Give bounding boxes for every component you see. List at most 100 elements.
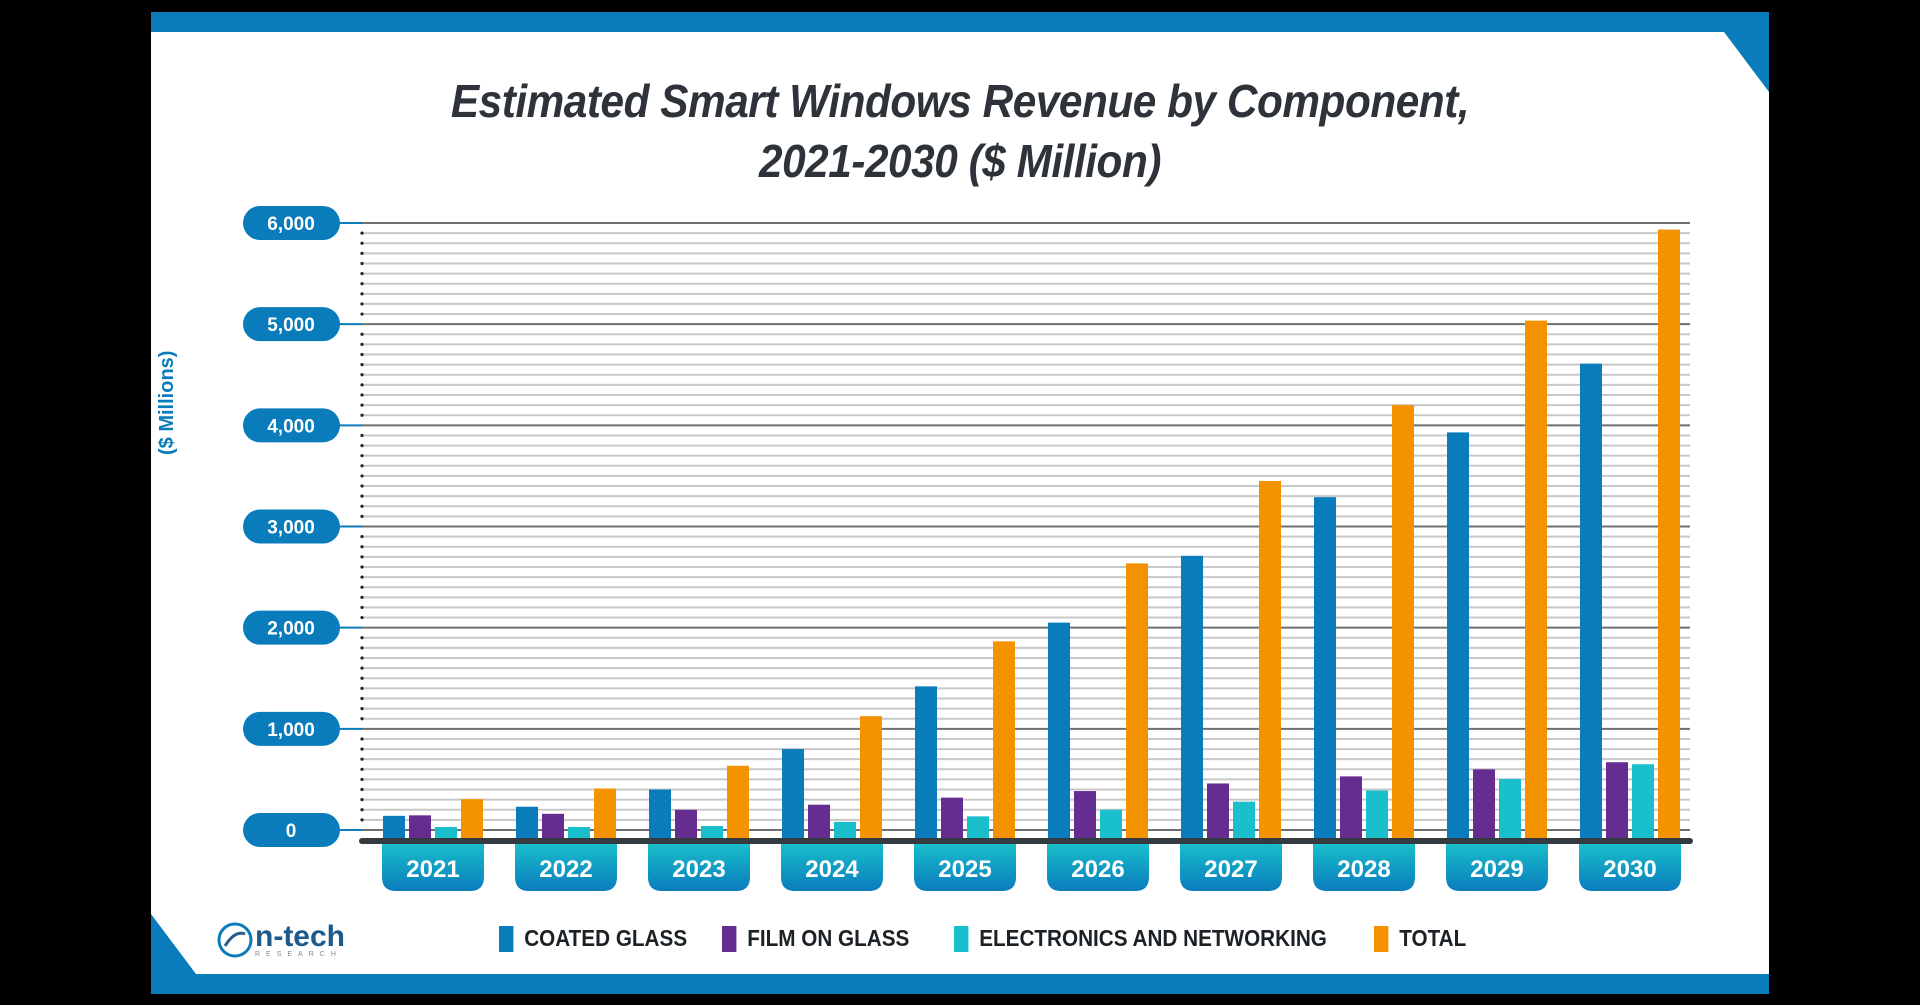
- grid-dot: [360, 352, 364, 357]
- x-tick-tab: [382, 843, 484, 891]
- legend-item-film-on-glass: FILM ON GLASS: [722, 925, 909, 952]
- grid-dot: [360, 464, 364, 468]
- chart-title-line2: 2021-2030 ($ Million): [759, 135, 1161, 187]
- x-tick-tab: [648, 843, 750, 891]
- y-tick-pill: [243, 711, 340, 746]
- chart-title: Estimated Smart Windows Revenue by Compo…: [450, 75, 1470, 127]
- bar-film-on-glass: [1340, 776, 1362, 840]
- x-tick-label: 2028: [1337, 856, 1390, 883]
- x-tick-label: 2021: [406, 856, 459, 883]
- legend-item-total: TOTAL: [1374, 925, 1466, 952]
- bar-coated-glass: [1580, 363, 1602, 840]
- grid-dot: [360, 777, 364, 782]
- x-tick-label: 2027: [1204, 856, 1257, 883]
- grid-dot: [360, 717, 364, 721]
- grid-dot: [360, 393, 364, 397]
- x-tick-tab: [1047, 843, 1149, 891]
- y-tick-label: 3,000: [267, 518, 315, 539]
- grid-dot: [360, 312, 364, 316]
- x-tick-label: 2030: [1603, 856, 1656, 883]
- grid-dot: [360, 231, 364, 235]
- y-tick-pill: [243, 408, 340, 443]
- grid-dot: [360, 413, 364, 417]
- logo-globe-icon: [217, 922, 253, 958]
- x-tick-tab: [1446, 843, 1548, 891]
- grid-dot: [360, 494, 364, 498]
- bar-total: [1259, 480, 1281, 840]
- grid-dot: [360, 767, 364, 771]
- legend-label: FILM ON GLASS: [747, 925, 910, 951]
- bar-electronics-and-networking: [834, 821, 856, 840]
- grid-dot: [360, 565, 364, 569]
- grid-dot: [360, 787, 364, 792]
- bar-film-on-glass: [675, 809, 697, 840]
- bar-total: [1525, 320, 1547, 840]
- grid-dot: [360, 332, 364, 336]
- bar-total: [1658, 229, 1680, 841]
- grid-dot: [360, 504, 364, 508]
- legend-label: ELECTRONICS AND NETWORKING: [979, 925, 1327, 951]
- x-tick-tab: [781, 843, 883, 891]
- grid-dot: [360, 555, 364, 559]
- bar-electronics-and-networking: [1632, 764, 1654, 840]
- grid-dot: [360, 747, 364, 751]
- bar-electronics-and-networking: [967, 816, 989, 840]
- legend-swatch: [1374, 925, 1389, 952]
- y-tick-pill: [243, 206, 340, 240]
- grid-dot: [360, 535, 364, 539]
- bar-coated-glass: [516, 806, 538, 840]
- grid-dot: [360, 271, 364, 276]
- x-tick-tab: [1313, 843, 1415, 891]
- grid-dot: [360, 373, 364, 377]
- bar-electronics-and-networking: [1100, 809, 1122, 840]
- grid-dot: [360, 798, 364, 802]
- y-tick-pill: [243, 610, 340, 645]
- bar-electronics-and-networking: [1366, 790, 1388, 840]
- grid-dot: [360, 636, 364, 640]
- bar-electronics-and-networking: [1233, 801, 1255, 840]
- legend-item-coated-glass: COATED GLASS: [499, 925, 687, 952]
- grid-dot: [360, 454, 364, 458]
- logo-subtext: RESEARCH: [255, 950, 342, 958]
- grid-dot: [360, 484, 364, 488]
- x-tick-tab: [1579, 843, 1681, 891]
- bar-total: [727, 765, 749, 840]
- grid-dot: [360, 292, 364, 296]
- x-tick-tab: [515, 843, 617, 891]
- bar-electronics-and-networking: [701, 825, 723, 840]
- bar-electronics-and-networking: [568, 826, 590, 840]
- grid-dot: [360, 646, 364, 650]
- y-tick-pill: [243, 307, 340, 342]
- legend-swatch: [722, 925, 737, 952]
- grid-dot: [360, 251, 364, 255]
- grid-dot: [360, 686, 364, 690]
- bar-coated-glass: [915, 686, 937, 840]
- bar-coated-glass: [649, 789, 671, 840]
- corner-decoration: [1709, 12, 1769, 92]
- bar-coated-glass: [1447, 432, 1469, 840]
- grid-dot: [360, 474, 364, 478]
- bar-film-on-glass: [1074, 791, 1096, 840]
- grid-dot: [360, 514, 364, 518]
- bar-film-on-glass: [1606, 762, 1628, 840]
- x-tick-label: 2025: [938, 856, 991, 883]
- grid-dot: [360, 595, 364, 599]
- grid-dot: [360, 302, 364, 306]
- grid-dot: [360, 757, 364, 761]
- grid-dot: [360, 656, 364, 660]
- bar-electronics-and-networking: [435, 826, 457, 840]
- grid-dot: [360, 433, 364, 438]
- grid-dot: [360, 342, 364, 346]
- bar-total: [594, 788, 616, 840]
- grid-dot: [360, 615, 364, 620]
- x-tick-label: 2022: [539, 856, 592, 883]
- legend-label: TOTAL: [1399, 925, 1467, 951]
- bar-film-on-glass: [808, 804, 830, 840]
- top-band: [151, 12, 1769, 32]
- grid-dot: [360, 383, 364, 387]
- grid-dot: [360, 696, 364, 701]
- bottom-band: [151, 974, 1769, 994]
- legend-swatch: [954, 925, 969, 952]
- grid-dot: [360, 261, 364, 266]
